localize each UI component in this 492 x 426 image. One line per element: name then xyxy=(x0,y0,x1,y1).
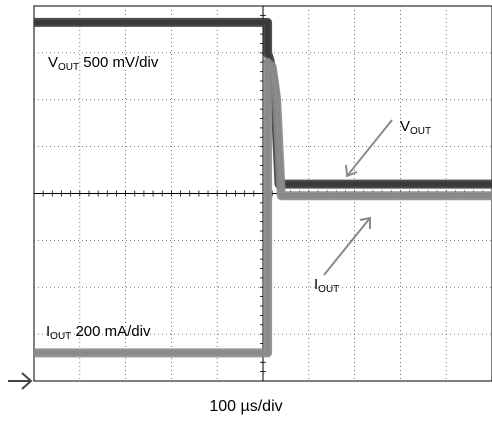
timebase-label: 100 µs/div xyxy=(209,398,283,415)
ground-reference-marker xyxy=(8,372,33,390)
trace-iout-core xyxy=(34,56,492,356)
vout-pointer-arrow xyxy=(345,119,393,178)
iout-pointer-arrow xyxy=(323,216,371,276)
iout-trace-label: IOUT xyxy=(314,276,339,295)
vout-trace-label: VOUT xyxy=(400,118,431,137)
iout-scale-label: IOUT 200 mA/div xyxy=(46,323,151,342)
vout-scale-label: VOUT 500 mV/div xyxy=(48,54,159,73)
traces xyxy=(34,17,492,358)
plot-grid xyxy=(33,5,492,382)
